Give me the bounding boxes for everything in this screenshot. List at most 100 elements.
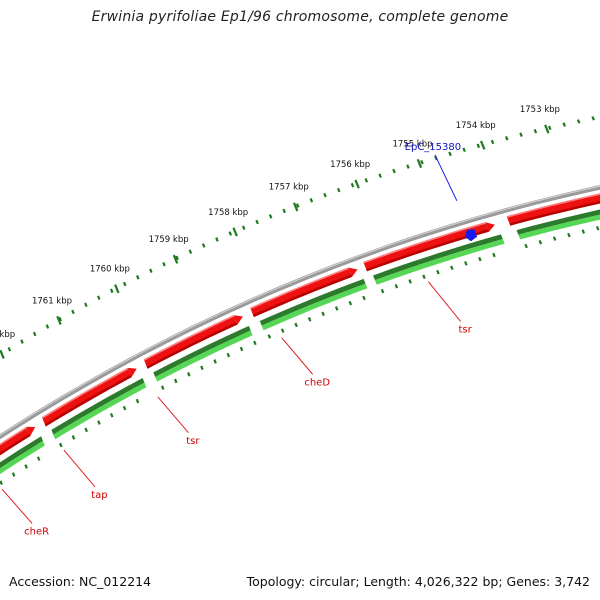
gene-label: tsr xyxy=(458,325,472,336)
forward-gene-shine xyxy=(250,267,349,310)
forward-gene-body xyxy=(143,315,238,369)
track-tick xyxy=(307,317,312,322)
track-tick xyxy=(362,295,366,301)
forward-gene-tip xyxy=(127,367,137,378)
track-tick xyxy=(422,274,426,280)
cds-bar-dark xyxy=(153,325,251,377)
ruler-major-tick xyxy=(354,179,360,189)
ruler-major-tick xyxy=(232,227,238,237)
gene-leader-line xyxy=(427,281,461,322)
track-tick xyxy=(187,372,191,377)
ruler-tick xyxy=(591,116,595,121)
forward-gene-shade xyxy=(146,322,238,369)
accession-label: Accession: NC_012214 xyxy=(9,574,152,589)
feature-leader-line xyxy=(434,154,458,202)
track-tick xyxy=(567,232,571,238)
cds-bar-light xyxy=(53,382,147,440)
ruler-tick-label: 1761 kbp xyxy=(32,296,72,306)
chromosome-backbone xyxy=(0,185,600,440)
track-tick xyxy=(394,283,399,289)
cds-bar-dark xyxy=(259,278,366,326)
ruler-tick xyxy=(448,151,452,157)
track-tick xyxy=(71,435,76,440)
track-tick xyxy=(135,398,140,404)
track-tick xyxy=(173,378,178,384)
ruler-tick xyxy=(519,132,523,137)
track-tick xyxy=(97,420,101,425)
ruler-major-tick xyxy=(416,158,423,169)
ruler-major-tick xyxy=(292,202,299,212)
gene-track: cheDtsrcheDtsrtapcheR xyxy=(0,193,600,538)
track-tick xyxy=(59,442,63,448)
track-tick xyxy=(11,472,16,477)
track-tick xyxy=(24,464,28,469)
forward-gene-body xyxy=(506,193,600,226)
backbone-highlight xyxy=(0,185,600,436)
forward-gene-shine xyxy=(0,426,27,446)
track-tick xyxy=(492,252,496,258)
ruler-tick xyxy=(504,136,509,141)
track-tick xyxy=(595,226,600,231)
ruler-tick xyxy=(295,203,300,208)
ruler-tick xyxy=(122,281,127,287)
forward-gene-tip xyxy=(233,315,243,325)
ruler-tick xyxy=(175,255,179,261)
ruler-tick xyxy=(109,288,114,294)
track-tick xyxy=(348,300,353,306)
ruler-tick xyxy=(84,302,88,308)
ruler-tick xyxy=(282,208,286,214)
forward-gene-shade xyxy=(366,229,489,272)
ruler-tick xyxy=(135,275,140,280)
track-tick xyxy=(160,385,165,390)
ruler-major-tick xyxy=(0,349,5,359)
track-tick xyxy=(436,269,440,275)
kbp-ruler: 1753 kbp 1754 kbp 1755 kbp 1756 kbp 1757 kbp… xyxy=(0,105,595,359)
forward-gene-tip xyxy=(26,426,36,437)
ruler-tick xyxy=(149,268,153,273)
cds-bar-light xyxy=(155,330,253,382)
ruler-tick-label: 1754 kbp xyxy=(456,121,496,131)
track-tick xyxy=(464,261,468,266)
gene-label: cheR xyxy=(24,527,49,538)
ruler-tick xyxy=(45,324,50,329)
ruler-major-tick xyxy=(479,140,486,150)
cds-bar-light xyxy=(261,283,368,331)
ruler-tick xyxy=(406,164,410,169)
ruler-tick xyxy=(58,316,62,322)
gene-label: cheD xyxy=(304,378,330,389)
cds-bar-light xyxy=(0,440,45,475)
track-tick xyxy=(213,359,217,364)
track-tick xyxy=(226,352,231,358)
track-tick xyxy=(122,405,127,411)
ruler-tick xyxy=(490,139,495,145)
ruler-tick xyxy=(71,309,75,315)
cds-bar-dark xyxy=(51,378,145,435)
ruler-tick xyxy=(364,178,369,183)
cds-bar-dark xyxy=(516,209,600,235)
ruler-tick-label: 1760 kbp xyxy=(90,265,130,275)
ruler-major-tick xyxy=(172,254,179,264)
track-tick xyxy=(84,427,88,433)
gene-leader-line xyxy=(157,396,189,433)
ruler-tick xyxy=(323,192,327,198)
ruler-tick xyxy=(533,128,538,134)
ruler-tick xyxy=(476,143,481,149)
forward-gene-tip xyxy=(348,267,358,277)
ruler-tick-label: 1753 kbp xyxy=(520,105,560,115)
ruler-major-tick xyxy=(544,124,550,134)
feature-track: EpC_15380 xyxy=(405,142,478,242)
ruler-tick xyxy=(188,249,193,254)
ruler-tick xyxy=(32,331,37,337)
feature-marker xyxy=(464,229,478,242)
ruler-tick xyxy=(241,225,246,230)
cds-bar-light xyxy=(518,214,600,240)
ruler-tick xyxy=(378,173,382,178)
track-tick xyxy=(239,346,244,352)
forward-gene-shade xyxy=(253,274,352,318)
forward-gene-shine xyxy=(143,315,235,361)
ruler-tick-label: 1757 kbp xyxy=(269,183,309,193)
forward-gene-shade xyxy=(509,201,600,226)
ruler-tick-label: 1758 kbp xyxy=(208,208,248,218)
ruler-tick xyxy=(255,219,259,225)
ruler-tick xyxy=(562,122,566,127)
